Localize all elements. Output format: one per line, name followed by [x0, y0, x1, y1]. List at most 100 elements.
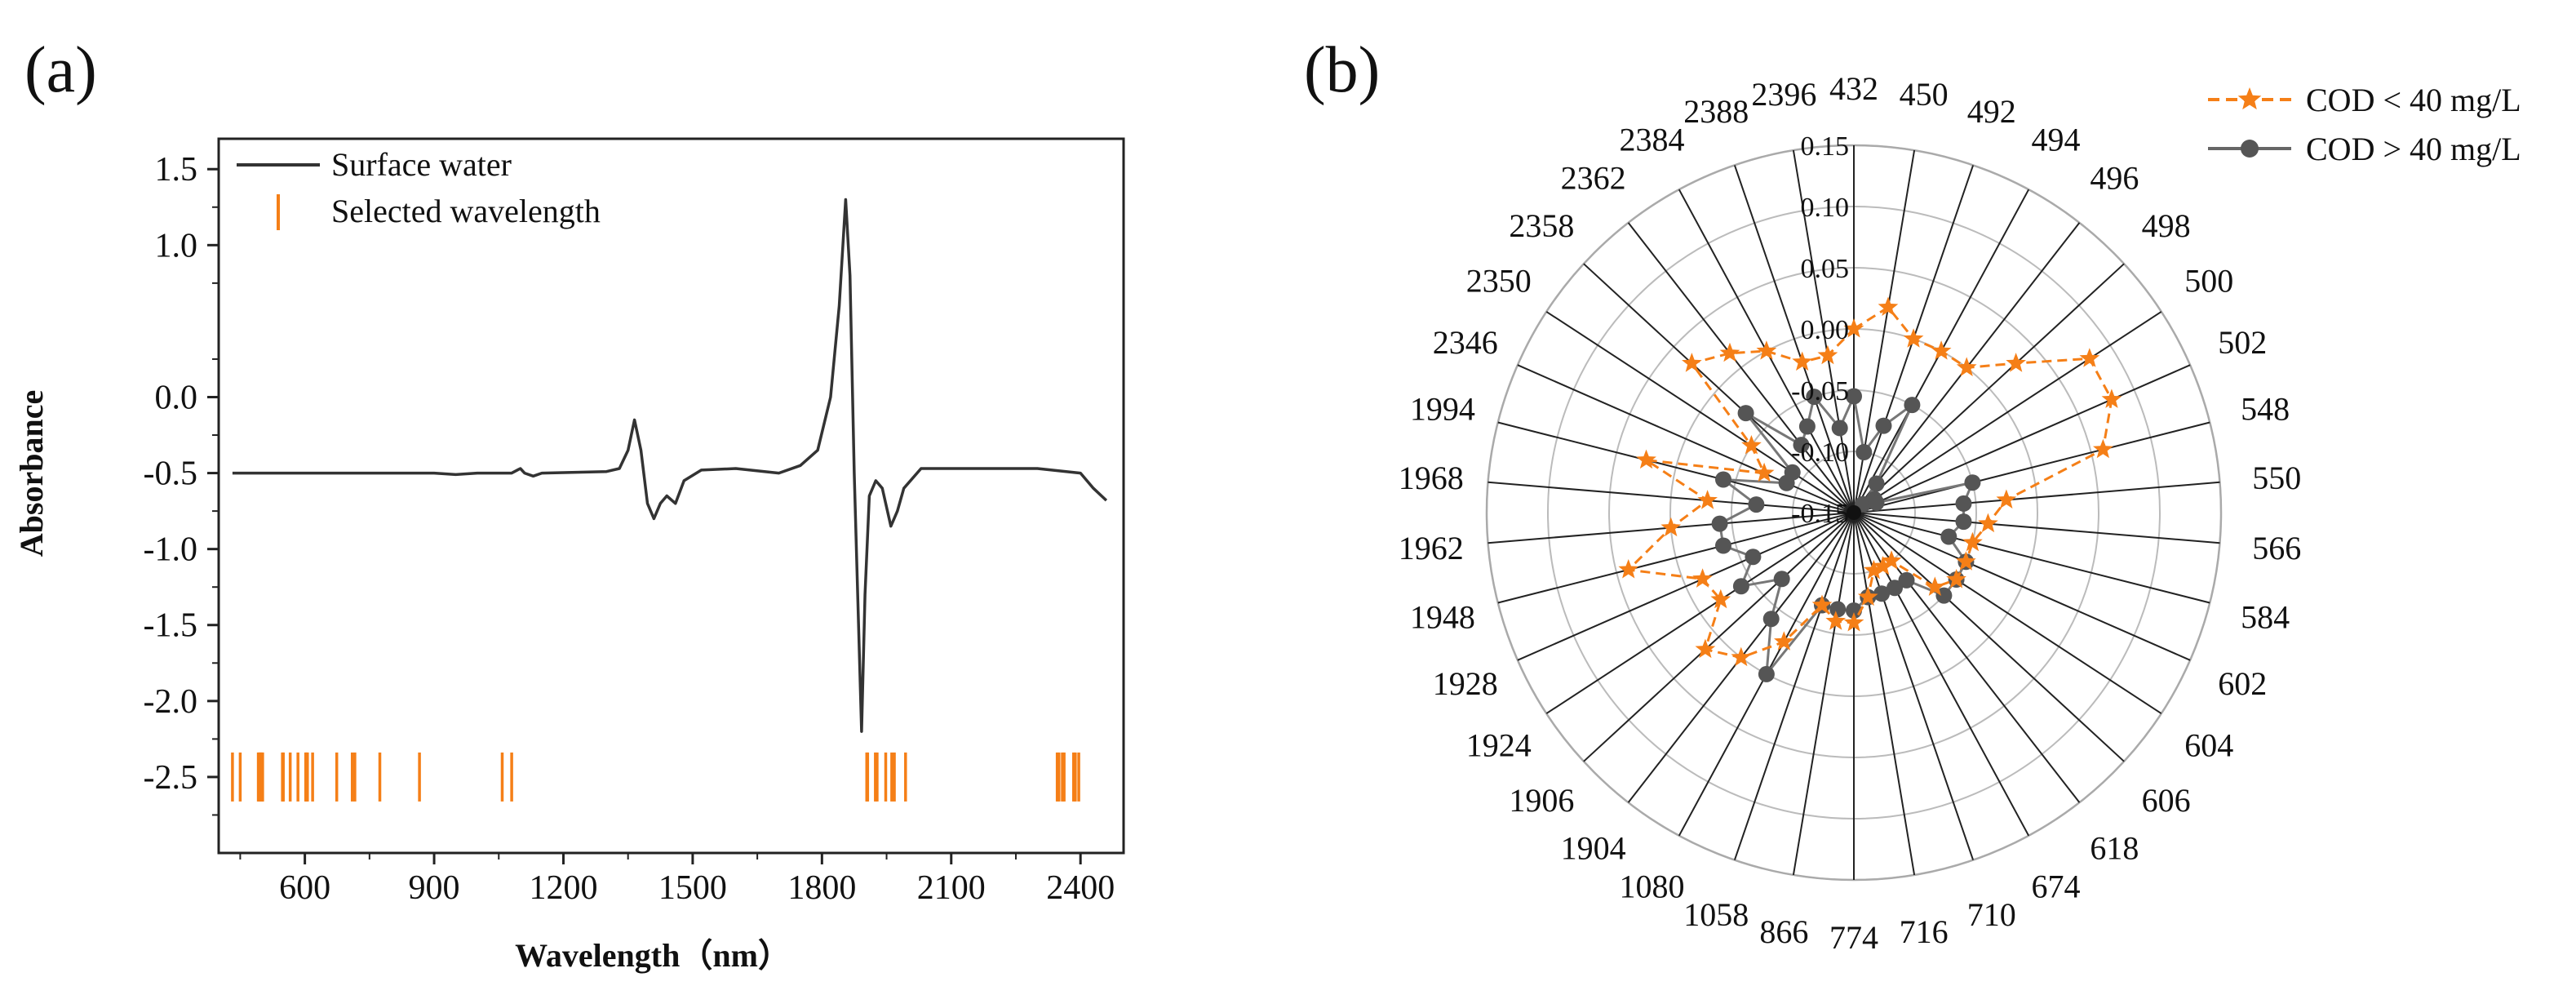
radar-category-label: 2350	[1466, 263, 1532, 300]
radar-point-circle	[1873, 585, 1891, 602]
radar-point-circle	[1793, 437, 1810, 454]
radar-category-label: 2362	[1561, 160, 1626, 197]
panel-b-series	[1618, 296, 2122, 682]
radar-category-label: 710	[1967, 896, 2016, 933]
radar-spoke	[1853, 512, 2210, 604]
radar-spoke	[1853, 512, 2125, 762]
radar-category-label: 1948	[1410, 599, 1475, 636]
radar-point-star	[1825, 611, 1847, 630]
radar-point-circle	[1711, 515, 1728, 532]
radar-spoke	[1627, 222, 1855, 513]
x-tick-label: 2400	[1046, 869, 1115, 907]
radial-tick-label: 0.05	[1801, 254, 1850, 284]
radar-point-star	[1817, 344, 1838, 365]
radar-point-star	[1931, 340, 1952, 360]
radar-point-circle	[1898, 571, 1915, 589]
radar-category-label: 604	[2184, 726, 2233, 763]
radar-spoke	[1853, 263, 2125, 513]
radar-category-label: 584	[2241, 599, 2290, 636]
radar-point-circle	[1773, 571, 1790, 588]
radar-point-circle	[1758, 665, 1775, 682]
radar-point-circle	[1846, 388, 1862, 405]
radar-point-star	[1774, 631, 1794, 651]
radar-point-star	[1864, 559, 1884, 580]
radar-point-star	[1878, 296, 1899, 316]
radar-category-label: 2358	[1509, 207, 1574, 244]
radar-spoke	[1853, 512, 1975, 860]
radar-point-star	[1925, 576, 1945, 596]
x-tick-label: 1200	[529, 869, 597, 907]
radial-tick-label: -0.05	[1791, 376, 1849, 406]
y-tick-label: -2.5	[144, 759, 198, 797]
radar-category-label: 2384	[1620, 122, 1685, 158]
radar-point-star	[1811, 594, 1833, 614]
panel-b-label: (b)	[1304, 34, 1380, 106]
radar-point-circle	[1964, 474, 1981, 491]
panel-a-ticks: 600 900 1200 1500 1800 2100 2400 -2.5 -2.0 -1.5 -1…	[144, 151, 1115, 907]
radar-spoke	[1853, 512, 2191, 661]
radar-category-label: 2396	[1751, 76, 1816, 113]
radar-spoke	[1853, 364, 2191, 513]
radar-point-star	[1756, 340, 1777, 360]
radar-point-circle	[1831, 420, 1848, 437]
panel-b-legend: COD < 40 mg/L COD > 40 mg/L	[2208, 82, 2521, 167]
radar-spoke	[1583, 512, 1855, 762]
radar-point-circle	[1868, 475, 1885, 492]
panel-b-radial-ticks: -0.15 -0.10 -0.05 0.00 0.05 0.10 0.15	[1791, 131, 1861, 529]
radar-category-label: 674	[2032, 868, 2081, 904]
radar-category-label: 1904	[1561, 829, 1626, 866]
radar-point-circle	[1748, 496, 1765, 513]
radar-point-circle	[1856, 444, 1873, 460]
panel-a-series	[232, 198, 1108, 733]
radar-point-star	[2093, 438, 2113, 459]
panel-a-x-axis-title: Wavelength（nm）	[515, 937, 791, 974]
radar-point-circle	[1762, 611, 1780, 628]
radar-point-star	[2101, 389, 2122, 408]
radar-spoke	[1733, 165, 1855, 513]
radar-category-label: 1080	[1620, 868, 1685, 904]
radar-point-star	[1697, 490, 1718, 509]
radar-spoke	[1733, 512, 1855, 860]
radar-category-label: 496	[2090, 160, 2139, 197]
radar-category-label: 550	[2252, 460, 2301, 496]
panel-a-line-chart: (a) 600 900 1200 1500 1800 2100 2400 -2.5 -2.0 -1…	[13, 34, 1125, 974]
radar-point-circle	[1940, 528, 1957, 545]
radar-spoke	[1853, 481, 2220, 513]
radar-point-star	[2006, 353, 2026, 372]
radar-spoke	[1853, 512, 1916, 876]
radar-spoke	[1488, 481, 1855, 513]
radar-point-circle	[1715, 537, 1731, 554]
panel-a-y-axis-title: Absorbance	[13, 390, 50, 557]
x-tick-label: 900	[409, 869, 460, 907]
radar-category-label: 1906	[1509, 782, 1574, 819]
radar-spoke	[1853, 421, 2210, 513]
x-tick-label: 1800	[787, 869, 856, 907]
radial-tick-label: 0.15	[1801, 131, 1850, 162]
radar-point-star	[1731, 646, 1752, 667]
legend-label-selected-wavelength: Selected wavelength	[331, 193, 601, 229]
y-tick-label: -0.5	[144, 455, 198, 493]
plot-frame	[217, 137, 1125, 855]
radar-point-star	[1843, 318, 1864, 338]
radar-spoke	[1792, 149, 1855, 513]
radar-point-star	[1682, 353, 1702, 372]
radar-category-label: 2346	[1433, 324, 1498, 361]
radar-point-star	[2079, 348, 2100, 367]
radar-point-star	[1881, 550, 1902, 570]
radar-point-circle	[1955, 495, 1972, 512]
radar-point-circle	[1715, 471, 1731, 488]
radar-point-star	[1741, 435, 1762, 455]
radar-point-star	[1978, 513, 1998, 533]
legend-label-surface-water: Surface water	[331, 146, 512, 183]
radar-point-star	[1754, 462, 1775, 482]
y-tick-label: 1.0	[155, 227, 198, 264]
x-tick-label: 600	[279, 869, 330, 907]
radial-tick-label: -0.15	[1791, 499, 1849, 529]
radar-point-circle	[1784, 464, 1801, 481]
legend-star-icon	[2237, 87, 2262, 110]
radar-spoke	[1517, 512, 1855, 661]
radar-point-circle	[1798, 418, 1816, 435]
radar-point-star	[1956, 357, 1977, 376]
